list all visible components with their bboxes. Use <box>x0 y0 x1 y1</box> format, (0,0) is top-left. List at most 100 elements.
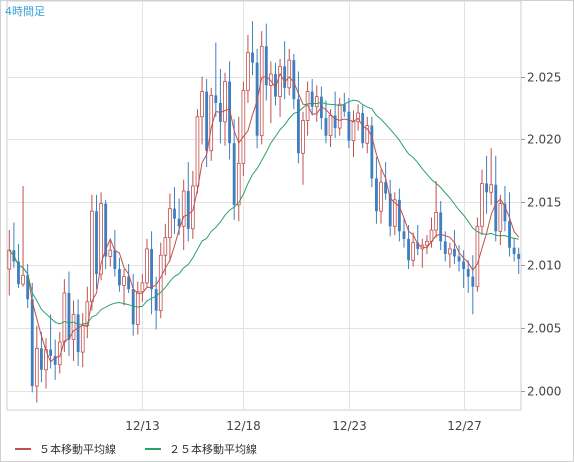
candle-down <box>466 269 470 277</box>
candle-down <box>324 118 328 136</box>
candle-down <box>485 183 489 193</box>
candle-up <box>99 203 103 275</box>
candle-up <box>314 96 319 108</box>
candle-down <box>228 81 232 144</box>
candle-up <box>278 66 282 98</box>
candle-up <box>135 291 140 325</box>
ma5-line <box>8 72 520 363</box>
candle-down <box>462 261 466 270</box>
candle-down <box>283 66 287 88</box>
candle-up <box>236 162 241 206</box>
candle-up <box>259 45 264 137</box>
candle-up <box>181 190 186 227</box>
candle-up <box>475 225 480 288</box>
candle-down <box>508 221 511 248</box>
timeframe-label: 4時間足 <box>5 5 45 18</box>
legend-label-ma5: ５本移動平均線 <box>39 443 116 456</box>
candle-down <box>274 73 277 97</box>
candle-up <box>7 249 12 270</box>
candle-up <box>122 276 126 286</box>
candle-up <box>200 91 204 118</box>
candle-up <box>158 254 163 311</box>
y-tick-label: 2.020 <box>527 133 561 147</box>
x-tick-label: 12/23 <box>332 419 367 433</box>
candle-down <box>95 211 98 275</box>
candle-up <box>351 121 356 142</box>
candle-down <box>214 95 218 103</box>
candle-down <box>30 299 34 387</box>
candle-up <box>195 116 200 187</box>
candle-up <box>448 248 452 255</box>
candle-up <box>305 91 310 121</box>
candle-down <box>232 143 236 205</box>
candle-down <box>503 203 507 222</box>
candle-down <box>127 276 131 290</box>
candle-up <box>90 210 94 303</box>
candle-down <box>416 242 420 249</box>
candle-down <box>494 184 498 232</box>
candle-down <box>186 191 190 229</box>
candle-down <box>457 256 461 262</box>
candle-up <box>108 249 113 257</box>
candle-up <box>35 347 39 387</box>
candle-down <box>439 212 443 242</box>
candle-down <box>17 261 20 285</box>
candle-down <box>26 275 30 300</box>
candle-down <box>388 193 392 227</box>
candle-up <box>498 203 503 232</box>
y-tick-label: 2.000 <box>527 385 561 399</box>
candle-up <box>489 184 493 193</box>
candle-down <box>443 241 447 254</box>
candle-down <box>370 125 374 179</box>
plot-area <box>6 0 522 411</box>
candle-up <box>145 248 149 284</box>
candle-down <box>333 115 337 129</box>
legend-item-ma5: ５本移動平均線 <box>15 441 116 457</box>
x-tick-label: 12/27 <box>447 419 482 433</box>
candle-down <box>49 349 53 356</box>
candle-up <box>191 185 195 230</box>
candle-up <box>163 237 168 256</box>
candle-down <box>39 348 43 370</box>
candle-down <box>251 52 254 63</box>
candle-down <box>361 113 365 144</box>
candle-up <box>301 120 305 154</box>
candle-up <box>365 125 370 144</box>
candle-down <box>205 91 209 151</box>
candle-up <box>223 81 227 123</box>
candle-down <box>517 253 521 259</box>
candle-down <box>76 314 80 353</box>
candle-down <box>471 276 475 287</box>
candle-down <box>67 292 71 340</box>
y-tick-label: 2.010 <box>527 259 561 273</box>
candle-up <box>140 282 145 293</box>
candle-down <box>402 231 406 239</box>
candle-up <box>246 52 250 91</box>
y-tick-label: 2.015 <box>527 196 561 210</box>
candle-up <box>480 183 484 227</box>
candle-down <box>292 60 296 100</box>
candle-down <box>310 91 314 107</box>
legend-swatch-ma25 <box>145 448 161 450</box>
candle-up <box>71 313 76 340</box>
candle-down <box>397 199 401 232</box>
legend-swatch-ma5 <box>15 448 31 450</box>
candle-up <box>62 292 67 343</box>
candle-up <box>411 242 415 261</box>
candle-down <box>104 203 108 257</box>
ma25-line <box>8 99 519 325</box>
candle-up <box>434 212 438 231</box>
candle-down <box>375 178 378 212</box>
candle-up <box>241 89 246 164</box>
candle-down <box>154 289 158 311</box>
candle-down <box>53 355 57 365</box>
candle-down <box>407 238 410 261</box>
candle-up <box>379 181 383 212</box>
candle-up <box>337 103 342 129</box>
y-tick-label: 2.005 <box>527 322 561 336</box>
candle-down <box>113 250 117 270</box>
candle-down <box>177 218 181 227</box>
legend-label-ma25: ２５本移動平均線 <box>169 443 257 456</box>
x-tick-label: 12/18 <box>226 419 261 433</box>
